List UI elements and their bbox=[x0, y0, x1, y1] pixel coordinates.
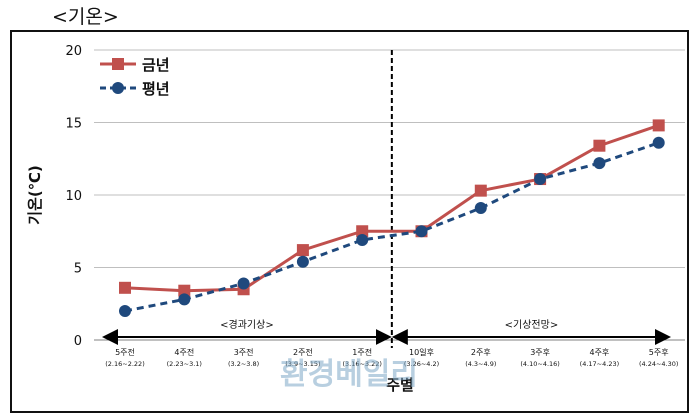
legend-label: 금년 bbox=[142, 56, 170, 74]
x-tick-labels: 5주전 (2.16~2.22) 4주전 (2.23~3.1) 3주전 (3.2~3.8) 2… bbox=[105, 347, 678, 368]
x-tick-label: 3주전 bbox=[234, 347, 254, 357]
y-tick-label: 0 bbox=[74, 334, 82, 349]
period-label: <기상전망> bbox=[505, 319, 559, 331]
data-point bbox=[237, 277, 250, 290]
x-tick-sublabel: (4.17~4.23) bbox=[580, 360, 619, 368]
data-point bbox=[652, 136, 665, 149]
data-point bbox=[474, 184, 487, 197]
x-tick-sublabel: (4.24~4.30) bbox=[639, 360, 678, 368]
y-tick-label: 5 bbox=[74, 262, 82, 277]
x-tick-sublabel: (3.26~4.2) bbox=[404, 360, 439, 368]
y-tick-label: 20 bbox=[65, 44, 82, 59]
data-point bbox=[178, 284, 191, 297]
watermark-text: 환경베일리 bbox=[280, 357, 418, 392]
data-point bbox=[415, 225, 428, 238]
x-tick-label: 4주전 bbox=[174, 347, 194, 357]
data-point bbox=[178, 293, 191, 306]
legend-label: 평년 bbox=[142, 80, 170, 98]
legend-swatch-marker bbox=[112, 82, 124, 94]
y-tick-labels: 0 5 10 15 20 bbox=[65, 44, 82, 349]
series-line bbox=[124, 123, 660, 293]
data-point bbox=[119, 281, 131, 294]
x-tick-label: 2주후 bbox=[471, 348, 491, 357]
period-arrows: <경과기상> <기상전망> bbox=[102, 318, 671, 345]
data-point bbox=[296, 255, 309, 268]
page-title: <기온> bbox=[52, 6, 119, 28]
x-tick-sublabel: (2.16~2.22) bbox=[105, 360, 144, 368]
x-tick-sublabel: (2.23~3.1) bbox=[167, 360, 202, 368]
x-tick-sublabel: (3.16~3.22) bbox=[342, 360, 381, 368]
data-point bbox=[534, 173, 547, 186]
legend-swatch-marker bbox=[112, 58, 124, 70]
x-tick-label: 5주후 bbox=[649, 348, 669, 357]
x-tick-sublabel: (3.2~3.8) bbox=[228, 360, 259, 368]
data-point bbox=[593, 157, 606, 170]
x-tick-sublabel: (3.9~3.15) bbox=[285, 360, 320, 368]
x-tick-label: 5주전 bbox=[115, 347, 135, 357]
data-point bbox=[652, 119, 665, 132]
data-point bbox=[296, 244, 309, 257]
data-point bbox=[593, 139, 606, 152]
x-tick-label: 1주전 bbox=[352, 347, 372, 357]
data-point bbox=[356, 233, 369, 246]
x-tick-label: 10일후 bbox=[409, 348, 434, 357]
period-label: <경과기상> bbox=[220, 318, 274, 331]
y-tick-label: 10 bbox=[65, 189, 82, 204]
data-point bbox=[474, 202, 487, 215]
chart-frame: 0 5 10 15 20 <경과기상> <기상전망> 5주전 (2.16~2.22) 4주전 (… bbox=[10, 30, 689, 413]
x-tick-label: 4주후 bbox=[589, 348, 609, 357]
x-tick-sublabel: (4.10~4.16) bbox=[520, 360, 559, 368]
data-point bbox=[356, 225, 369, 238]
x-tick-label: 2주전 bbox=[293, 347, 313, 357]
x-axis-title: 주별 bbox=[386, 376, 414, 394]
temperature-chart: 0 5 10 15 20 <경과기상> <기상전망> 5주전 (2.16~2.22) 4주전 (… bbox=[26, 44, 685, 394]
x-tick-sublabel: (4.3~4.9) bbox=[465, 360, 496, 368]
x-tick-label: 3주후 bbox=[530, 348, 550, 357]
series-lines bbox=[119, 119, 665, 317]
y-tick-label: 15 bbox=[65, 117, 82, 132]
series-line bbox=[124, 141, 660, 313]
y-axis-title: 기온(℃) bbox=[26, 165, 44, 224]
data-point bbox=[119, 305, 131, 317]
